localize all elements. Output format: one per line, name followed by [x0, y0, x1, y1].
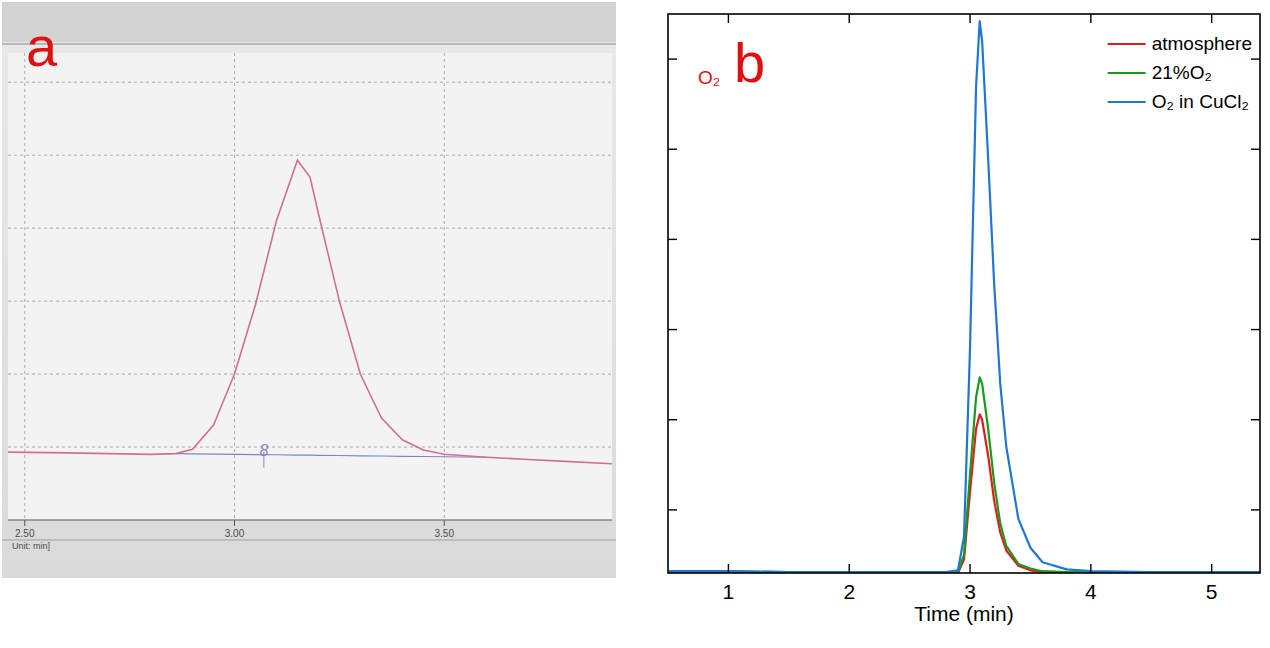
y-tick-left — [668, 329, 677, 330]
x-axis-label: Unit: min] — [12, 541, 50, 551]
screen-edge — [2, 43, 616, 45]
x-tick-top — [1211, 14, 1212, 23]
y-tick — [1251, 149, 1260, 150]
gas-label: O₂ — [698, 67, 720, 88]
x-tick-top — [728, 14, 729, 23]
legend-label: O₂ in CuCl₂ — [1152, 91, 1249, 112]
y-tick-left — [668, 509, 677, 510]
plot-area — [8, 53, 612, 520]
figure: 2.50 3.00 3.50 Unit: min] 8 a 1 2 3 4 5 Time (min) a… — [0, 0, 1270, 648]
legend-swatch — [1108, 72, 1146, 74]
grid-line — [8, 447, 612, 448]
x-tick-label: 3.00 — [225, 528, 245, 539]
panel-a: 2.50 3.00 3.50 Unit: min] 8 a — [2, 2, 616, 578]
x-tick-label: 1 — [723, 580, 735, 603]
grid-line — [234, 53, 235, 520]
grid-line — [8, 82, 612, 83]
panel-letter: b — [734, 31, 765, 94]
series-line — [668, 21, 1260, 572]
photo-background — [2, 2, 616, 578]
legend-label: 21%O₂ — [1152, 62, 1212, 83]
y-tick-left — [668, 239, 677, 240]
x-tick-label: 2.50 — [15, 528, 35, 539]
y-tick — [1251, 509, 1260, 510]
y-tick-left — [668, 58, 677, 59]
x-tick — [849, 564, 850, 573]
peak-label: 8 — [259, 442, 268, 459]
x-tick-top — [969, 14, 970, 23]
marks — [8, 160, 612, 464]
grid-line — [8, 374, 612, 375]
y-tick — [1251, 329, 1260, 330]
x-tick-top — [1090, 14, 1091, 23]
x-tick — [1211, 564, 1212, 573]
y-tick — [1251, 58, 1260, 59]
x-tick-top — [849, 14, 850, 23]
x-tick — [234, 520, 235, 526]
grid-line — [444, 53, 445, 520]
y-tick-left — [668, 149, 677, 150]
x-tick-label: 3 — [964, 580, 976, 603]
x-tick — [24, 520, 25, 526]
plot-frame — [668, 14, 1260, 573]
screen-edge — [2, 539, 616, 541]
panel-letter: a — [26, 15, 58, 78]
y-tick — [1251, 239, 1260, 240]
x-tick-label: 2 — [843, 580, 855, 603]
y-tick — [1251, 419, 1260, 420]
x-tick-label: 5 — [1206, 580, 1218, 603]
x-axis — [8, 520, 612, 521]
x-tick — [1090, 564, 1091, 573]
grid-line — [24, 53, 25, 520]
series-line — [8, 160, 612, 464]
marks — [668, 21, 1260, 573]
x-tick — [444, 520, 445, 526]
panel-b: 1 2 3 4 5 Time (min) atmosphere 21%O₂ O₂ in CuCl… — [668, 14, 1260, 625]
screen-bezel — [2, 2, 616, 42]
x-tick — [728, 564, 729, 573]
x-tick-label: 3.50 — [434, 528, 454, 539]
legend-swatch — [1108, 101, 1146, 103]
grid-line — [8, 228, 612, 229]
x-tick-label: 4 — [1085, 580, 1097, 603]
legend: atmosphere 21%O₂ O₂ in CuCl₂ — [1108, 33, 1252, 112]
legend-label: atmosphere — [1152, 33, 1252, 54]
grid-line — [8, 301, 612, 302]
legend-swatch — [1108, 43, 1146, 45]
x-axis-label: Time (min) — [914, 602, 1014, 625]
x-tick — [969, 564, 970, 573]
grid-line — [8, 155, 612, 156]
y-tick-left — [668, 419, 677, 420]
